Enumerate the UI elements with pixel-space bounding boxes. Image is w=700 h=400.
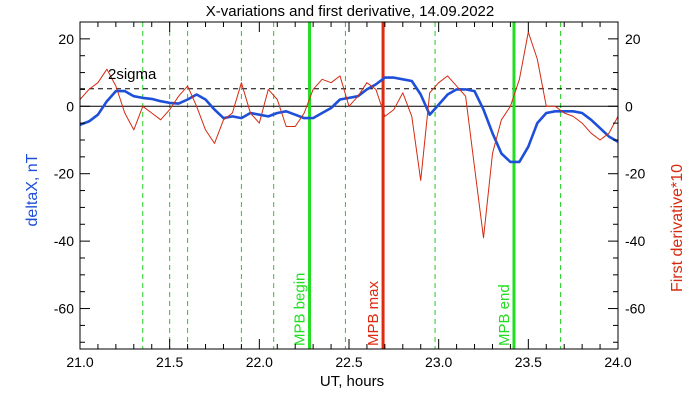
x-tick-label: 22.5	[335, 354, 362, 370]
x-tick-label: 21.0	[66, 354, 93, 370]
axes: 21.0 21.5 22.0 22.5 23.0 23.5 24.0 20 20 0 0 -20 -20…	[54, 21, 645, 370]
mpb-markers: MPB begin MPB max MPB end	[292, 22, 516, 349]
plot-layers: MPB begin MPB max MPB end 21.0 21.5 22.0 22.5…	[54, 21, 645, 370]
sigma-label: 2sigma	[108, 66, 157, 83]
mpb-marker-label: MPB max	[365, 280, 382, 346]
x-tick-label: 23.0	[425, 354, 452, 370]
y-left-tick-label: -60	[54, 301, 74, 317]
x-axis-label: UT, hours	[320, 373, 384, 390]
y-right-tick-label: -40	[625, 233, 645, 249]
x-tick-label: 24.0	[604, 354, 631, 370]
mpb-marker-label: MPB end	[496, 284, 513, 346]
y-axis-right-label: First derivative*10	[669, 164, 686, 292]
deltax-line	[79, 76, 619, 164]
x-tick-label: 21.5	[156, 354, 183, 370]
y-right-tick-label: -60	[625, 301, 645, 317]
y-axis-left-label: deltaX, nT	[24, 153, 41, 226]
mpb-marker-label: MPB begin	[292, 273, 309, 346]
y-left-tick-label: -40	[54, 233, 74, 249]
y-right-tick-label: -20	[625, 166, 645, 182]
derivative-line	[79, 31, 619, 239]
chart-title: X-variations and first derivative, 14.09…	[206, 3, 495, 20]
dashed-vertical-lines	[142, 22, 562, 349]
x-tick-label: 22.0	[246, 354, 273, 370]
series-lines	[79, 31, 619, 239]
plot-frame	[79, 21, 619, 350]
y-left-tick-label: 20	[58, 31, 74, 47]
y-left-tick-label: -20	[54, 166, 74, 182]
y-left-tick-label: 0	[66, 98, 74, 114]
x-tick-label: 23.5	[515, 354, 542, 370]
y-right-tick-label: 20	[625, 31, 641, 47]
y-right-tick-label: 0	[625, 98, 633, 114]
